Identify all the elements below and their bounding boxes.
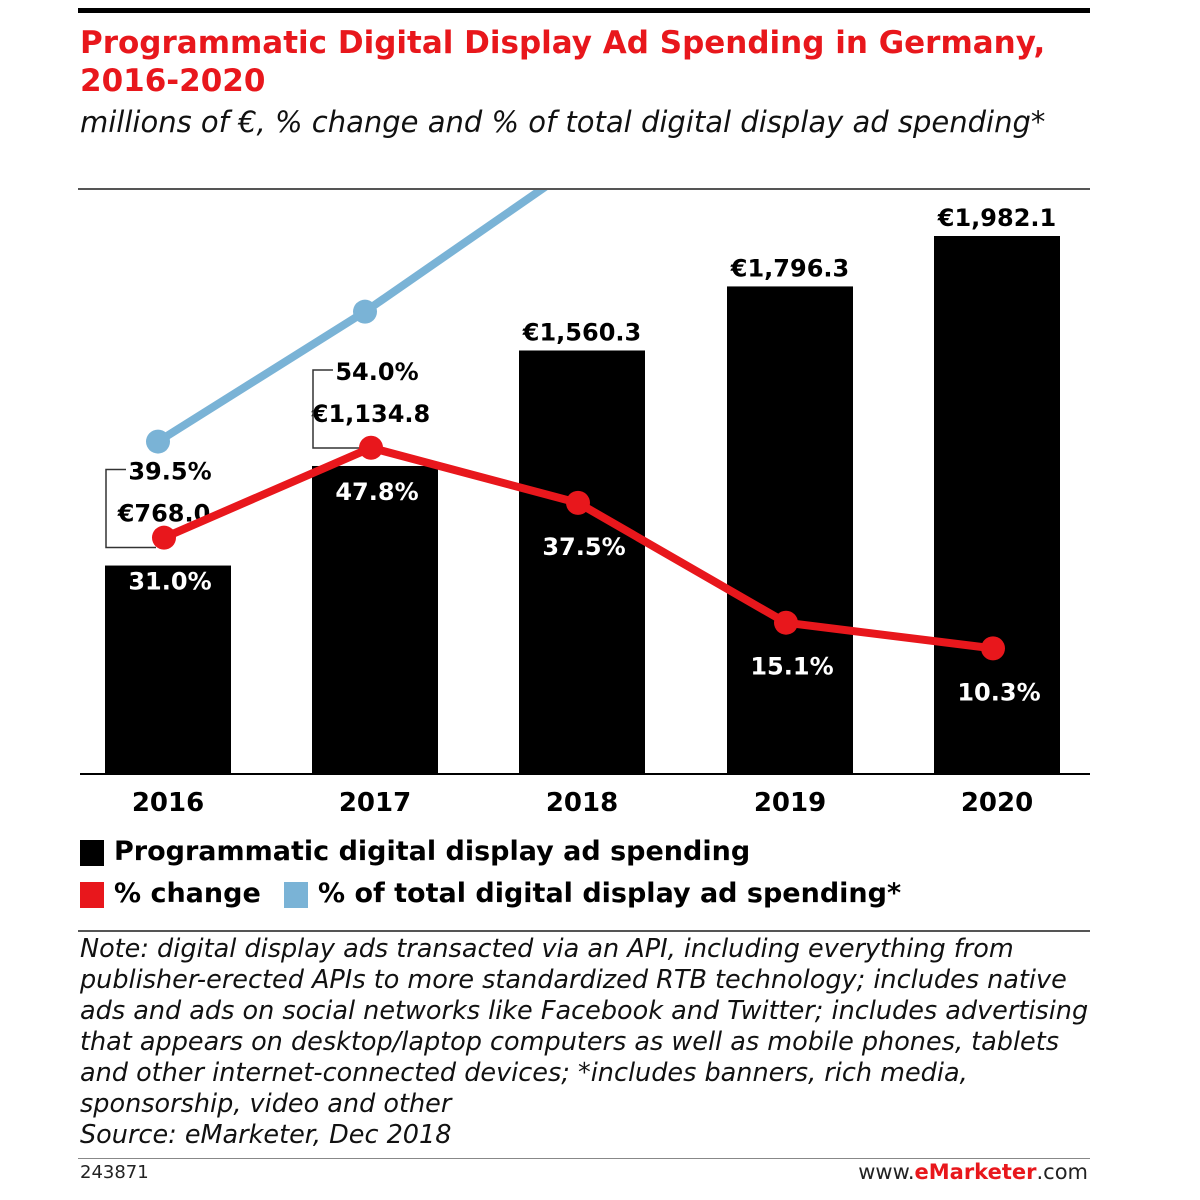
legend-label-spending: Programmatic digital display ad spending <box>114 836 751 867</box>
series-line-share <box>155 190 548 445</box>
bar-value-label-2019: €1,796.3 <box>730 254 849 282</box>
share-value-label-2017: 54.0% <box>335 358 418 386</box>
legend-swatch-share <box>284 882 308 908</box>
change-point-2019 <box>774 610 798 635</box>
x-tick-label-2018: 2018 <box>546 788 618 818</box>
bottom-rule <box>78 1158 1090 1159</box>
subtitle-rule <box>78 188 1090 190</box>
legend-row-1: Programmatic digital display ad spending <box>80 832 1090 872</box>
x-tick-label-2017: 2017 <box>339 788 411 818</box>
bar-value-label-2020: €1,982.1 <box>937 204 1056 232</box>
change-point-2020 <box>981 636 1005 661</box>
source-text: Source: eMarketer, Dec 2018 <box>80 1120 452 1150</box>
change-value-label-2017: 47.8% <box>335 478 418 506</box>
callout-bracket-2016 <box>105 468 156 549</box>
x-tick-label-2019: 2019 <box>754 788 826 818</box>
bar-2017 <box>312 465 438 774</box>
change-point-2016 <box>152 525 176 550</box>
site-suffix: .com <box>1036 1160 1088 1184</box>
x-tick-label-2020: 2020 <box>961 788 1033 818</box>
bar-2018 <box>519 350 645 774</box>
legend-label-change: % change <box>114 878 261 909</box>
callout-bracket-2017 <box>312 369 363 449</box>
chart-subtitle: millions of €, % change and % of total d… <box>80 105 1046 139</box>
chart-plot: 2016 2017 2018 2019 2020€768.0€1,134.8€1,560… <box>80 190 1090 818</box>
top-rule <box>78 8 1090 13</box>
change-value-label-2018: 37.5% <box>542 533 625 561</box>
change-value-label-2016: 31.0% <box>128 568 211 596</box>
legend-row-2: % change % of total digital display ad s… <box>80 874 1090 914</box>
chart-id: 243871 <box>80 1162 149 1183</box>
bar-2016 <box>105 565 231 774</box>
bar-value-label-2018: €1,560.3 <box>522 318 641 346</box>
share-point-2017 <box>353 299 377 324</box>
site-brand: eMarketer <box>914 1160 1037 1184</box>
share-value-label-2016: 39.5% <box>128 458 211 486</box>
footnote-block: Note: digital display ads transacted via… <box>80 934 1090 1151</box>
share-value-label-2018: 70.0% <box>546 198 629 226</box>
change-value-label-2019: 15.1% <box>750 653 833 681</box>
change-value-label-2020: 10.3% <box>957 678 1040 706</box>
change-point-2017 <box>359 435 383 460</box>
bar-value-label-2017: €1,134.8 <box>311 400 430 428</box>
share-point-2016 <box>146 429 170 454</box>
x-tick-label-2016: 2016 <box>132 788 204 818</box>
bar-2019 <box>727 286 853 774</box>
site-url[interactable]: www.eMarketer.com <box>858 1160 1088 1184</box>
legend-swatch-change <box>80 882 104 908</box>
legend-swatch-spending <box>80 840 104 866</box>
bar-2020 <box>934 236 1060 774</box>
site-prefix: www. <box>858 1160 915 1184</box>
note-rule <box>78 930 1090 932</box>
footnote-text: Note: digital display ads transacted via… <box>80 934 1089 1119</box>
change-point-2018 <box>566 490 590 515</box>
chart-title: Programmatic Digital Display Ad Spending… <box>80 25 1046 99</box>
legend-label-share: % of total digital display ad spending* <box>318 878 902 909</box>
